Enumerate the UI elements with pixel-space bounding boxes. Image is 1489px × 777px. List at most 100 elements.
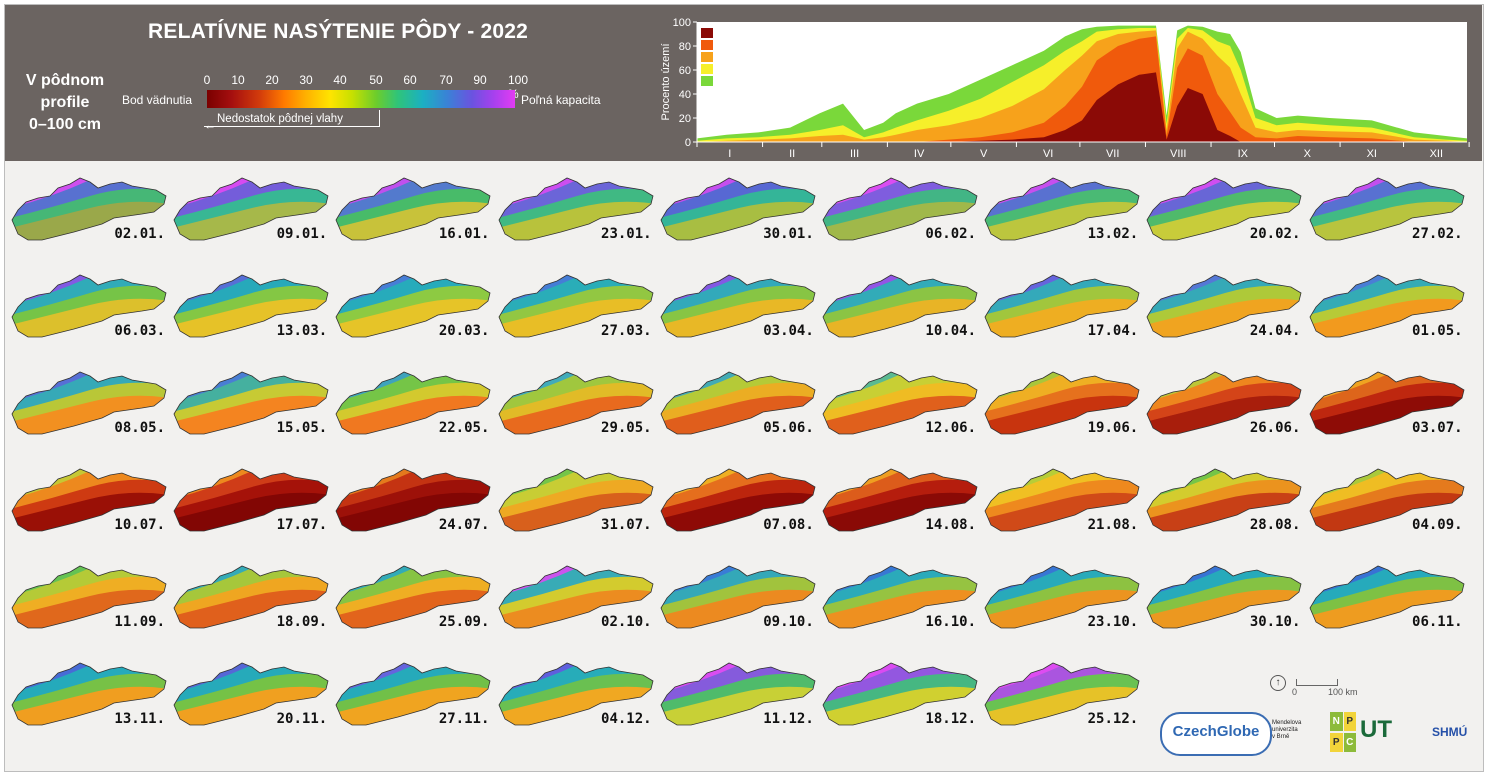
slovakia-map	[984, 177, 1140, 241]
map-outline	[822, 565, 978, 629]
map-outline	[498, 371, 654, 435]
colorbar-tick: 90	[473, 73, 487, 87]
map-date-label: 11.12.	[763, 711, 814, 727]
colorbar-tick: 60	[403, 73, 417, 87]
map-panel: 27.03.	[495, 269, 658, 341]
slovakia-map	[498, 177, 654, 241]
map-date-label: 13.11.	[114, 711, 165, 727]
x-tick-label: III	[850, 148, 859, 157]
map-panel: 20.03.	[332, 269, 495, 341]
slovakia-map	[335, 662, 491, 726]
map-outline	[822, 177, 978, 241]
slovakia-map	[822, 177, 978, 241]
slovakia-map	[660, 468, 816, 532]
slovakia-map	[173, 468, 329, 532]
map-date-label: 17.04.	[1087, 323, 1139, 339]
slovakia-map	[11, 177, 167, 241]
map-panel: 13.03.	[170, 269, 333, 341]
area-series-1	[697, 72, 1467, 142]
map-panel: 24.04.	[1143, 269, 1306, 341]
slovakia-map	[498, 468, 654, 532]
map-date-label: 06.11.	[1412, 614, 1463, 630]
map-date-label: 27.02.	[1412, 226, 1463, 242]
map-date-label: 12.06.	[925, 420, 976, 436]
map-outline	[1309, 468, 1465, 532]
deficit-arrow-icon: ←	[204, 118, 216, 132]
map-outline	[11, 274, 167, 338]
legend-swatch	[701, 40, 713, 50]
slovakia-map	[984, 468, 1140, 532]
legend-entry: 0–50%	[717, 77, 748, 88]
map-date-label: 27.03.	[601, 323, 652, 339]
slovakia-map	[1146, 274, 1302, 338]
slovakia-map	[660, 371, 816, 435]
slovakia-map	[11, 371, 167, 435]
map-outline	[984, 274, 1140, 338]
map-date-label: 30.10.	[1249, 614, 1301, 630]
deficit-label: Nedostatok pôdnej vlahy	[217, 113, 343, 125]
map-panel: 06.03.	[8, 269, 171, 341]
map-panel: 14.08.	[819, 463, 982, 535]
colorbar-tick: 40	[333, 73, 347, 87]
map-outline	[173, 468, 329, 532]
map-panel: 04.12.	[495, 657, 658, 729]
map-date-label: 18.12.	[925, 711, 976, 727]
map-date-label: 04.12.	[601, 711, 652, 727]
map-outline	[11, 177, 167, 241]
map-outline	[1146, 371, 1302, 435]
map-panel: 09.10.	[657, 560, 820, 632]
map-panel: 16.01.	[332, 172, 495, 244]
map-panel: 11.09.	[8, 560, 171, 632]
map-outline	[173, 177, 329, 241]
scale-bar	[1296, 679, 1338, 686]
scale-zero-label: 0	[1292, 687, 1298, 697]
map-outline	[498, 468, 654, 532]
map-date-label: 25.09.	[438, 614, 490, 630]
map-outline	[822, 274, 978, 338]
map-panel: 15.05.	[170, 366, 333, 438]
x-tick-label: X	[1304, 148, 1312, 157]
npp-letter: N	[1330, 712, 1343, 731]
map-outline	[173, 662, 329, 726]
colorbar-ticks: 0 10 20 30 40 50 60 70 90 100 %	[200, 73, 528, 101]
y-tick-label: 0	[685, 137, 691, 149]
slovakia-map	[173, 565, 329, 629]
map-panel: 31.07.	[495, 463, 658, 535]
slovakia-map	[11, 565, 167, 629]
map-outline	[11, 468, 167, 532]
map-grid: 02.01. 09.01. 16.01. 23.01. 30.01. 06.02. 13.0…	[8, 172, 1484, 762]
colorbar	[207, 90, 515, 108]
slovakia-map	[498, 662, 654, 726]
map-outline	[335, 371, 491, 435]
map-outline	[1309, 565, 1465, 629]
map-panel: 18.12.	[819, 657, 982, 729]
slovakia-map	[1146, 177, 1302, 241]
map-date-label: 23.01.	[601, 226, 652, 242]
map-panel: 24.07.	[332, 463, 495, 535]
slovakia-map	[335, 468, 491, 532]
y-axis-label: Procento území	[660, 43, 672, 120]
map-outline	[984, 371, 1140, 435]
map-outline	[822, 371, 978, 435]
partner-logos: CzechGlobe Mendelova univerzita v Brně N…	[1160, 712, 1480, 760]
map-panel: 11.12.	[657, 657, 820, 729]
map-outline	[984, 177, 1140, 241]
legend-swatch	[701, 28, 713, 38]
colorbar-tick: 20	[265, 73, 279, 87]
map-date-label: 11.09.	[114, 614, 165, 630]
legend-entry: 0–10%	[717, 29, 748, 40]
colorbar-tick: 50	[369, 73, 383, 87]
scale-km-label: 100 km	[1328, 687, 1358, 697]
map-panel: 20.11.	[170, 657, 333, 729]
soil-profile-label: V pôdnom profile 0–100 cm	[10, 70, 120, 136]
slovakia-map	[1309, 565, 1465, 629]
map-panel: 06.11.	[1306, 560, 1469, 632]
map-outline	[498, 662, 654, 726]
slovakia-map	[335, 565, 491, 629]
slovakia-map	[173, 177, 329, 241]
colorbar-right-label: Poľná kapacita	[521, 93, 601, 107]
slovakia-map	[660, 177, 816, 241]
area-chart: 0 20 40 60 80 100 I II III IV V VI VII VIII IX X XI XII Pr…	[645, 12, 1475, 160]
map-date-label: 14.08.	[925, 517, 976, 533]
